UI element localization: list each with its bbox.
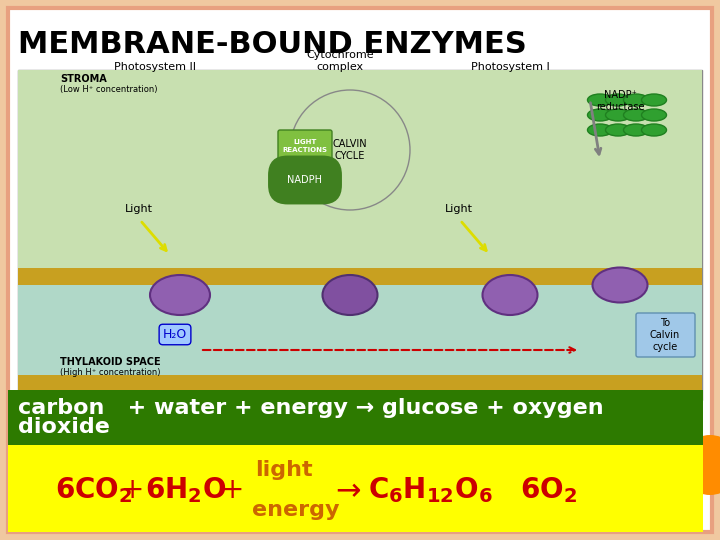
Ellipse shape: [588, 94, 613, 106]
Ellipse shape: [606, 124, 631, 136]
Text: $\mathregular{C_6H_{12}O_6}$: $\mathregular{C_6H_{12}O_6}$: [368, 475, 492, 505]
FancyBboxPatch shape: [18, 375, 702, 387]
Text: Photosystem II: Photosystem II: [114, 62, 196, 72]
Ellipse shape: [642, 109, 667, 121]
Ellipse shape: [482, 275, 538, 315]
Ellipse shape: [624, 124, 649, 136]
Text: NADP⁺
reductase: NADP⁺ reductase: [595, 90, 644, 112]
FancyBboxPatch shape: [18, 70, 702, 280]
Text: LIGHT
REACTIONS: LIGHT REACTIONS: [282, 139, 328, 152]
Text: dioxide: dioxide: [18, 417, 110, 437]
FancyBboxPatch shape: [18, 273, 702, 285]
Text: $\rightarrow$: $\rightarrow$: [330, 476, 362, 504]
Text: MEMBRANE-BOUND ENZYMES: MEMBRANE-BOUND ENZYMES: [18, 30, 527, 59]
Text: $+$: $+$: [120, 476, 143, 504]
Text: Photosystem I: Photosystem I: [471, 62, 549, 72]
Text: (High H⁺ concentration): (High H⁺ concentration): [60, 368, 161, 377]
Text: $\mathregular{6H_2O}$: $\mathregular{6H_2O}$: [145, 475, 226, 505]
Ellipse shape: [323, 275, 377, 315]
Text: light: light: [255, 460, 312, 480]
Ellipse shape: [642, 94, 667, 106]
FancyBboxPatch shape: [8, 390, 703, 445]
Text: Light: Light: [125, 204, 153, 214]
Ellipse shape: [624, 109, 649, 121]
Text: To
Calvin
cycle: To Calvin cycle: [650, 319, 680, 352]
Ellipse shape: [606, 94, 631, 106]
Circle shape: [680, 435, 720, 495]
FancyBboxPatch shape: [278, 130, 332, 162]
FancyBboxPatch shape: [18, 280, 702, 400]
Text: $\mathregular{6CO_2}$: $\mathregular{6CO_2}$: [55, 475, 132, 505]
Ellipse shape: [593, 267, 647, 302]
Text: Cytochrome
complex: Cytochrome complex: [306, 50, 374, 72]
Text: NADPH: NADPH: [287, 175, 323, 185]
Ellipse shape: [642, 124, 667, 136]
Text: (Low H⁺ concentration): (Low H⁺ concentration): [60, 85, 158, 94]
Text: CALVIN
CYCLE: CALVIN CYCLE: [333, 139, 367, 161]
Text: $+$: $+$: [220, 476, 243, 504]
Text: H₂O: H₂O: [163, 328, 187, 341]
Ellipse shape: [588, 109, 613, 121]
Ellipse shape: [588, 124, 613, 136]
Text: THYLAKOID SPACE: THYLAKOID SPACE: [60, 357, 161, 367]
FancyBboxPatch shape: [8, 8, 712, 532]
FancyBboxPatch shape: [8, 445, 703, 532]
Ellipse shape: [606, 109, 631, 121]
Text: Light: Light: [445, 204, 473, 214]
FancyBboxPatch shape: [636, 313, 695, 357]
FancyBboxPatch shape: [18, 380, 702, 392]
Text: energy: energy: [252, 500, 340, 520]
Ellipse shape: [624, 94, 649, 106]
FancyBboxPatch shape: [18, 268, 702, 280]
Text: carbon   + water + energy → glucose + oxygen: carbon + water + energy → glucose + oxyg…: [18, 398, 603, 418]
FancyBboxPatch shape: [18, 70, 702, 400]
Text: $\mathregular{6O_2}$: $\mathregular{6O_2}$: [520, 475, 577, 505]
Ellipse shape: [150, 275, 210, 315]
Text: STROMA: STROMA: [60, 74, 107, 84]
